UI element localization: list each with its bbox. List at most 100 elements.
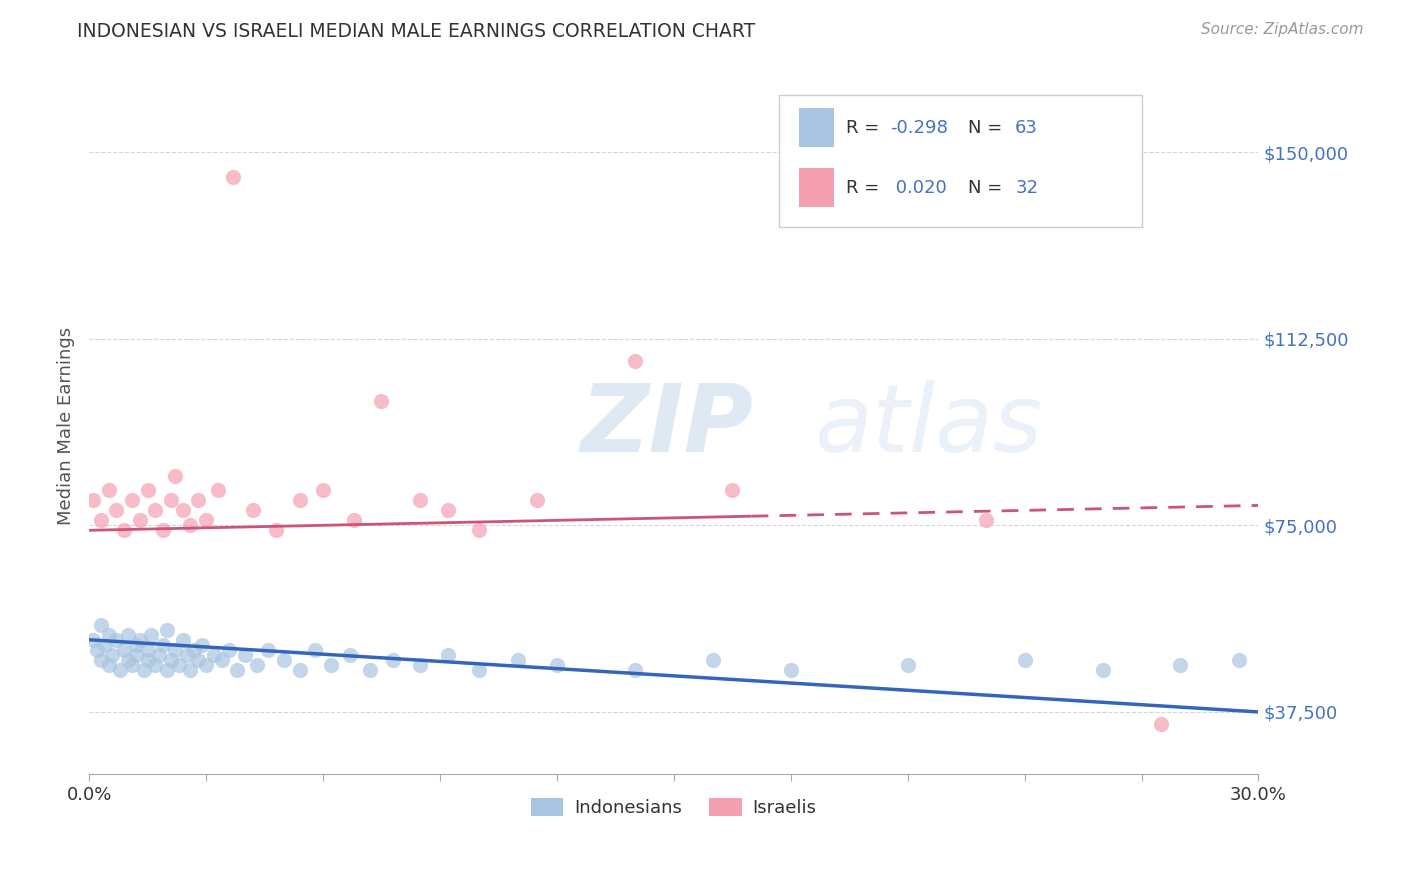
Point bbox=[257, 642, 280, 657]
Point bbox=[1014, 653, 1036, 667]
Point bbox=[218, 642, 240, 657]
Point bbox=[1150, 717, 1173, 731]
Bar bbox=[799, 169, 834, 207]
Text: N =: N = bbox=[969, 119, 1008, 136]
Text: atlas: atlas bbox=[814, 380, 1042, 471]
Point bbox=[409, 493, 432, 508]
Legend: Indonesians, Israelis: Indonesians, Israelis bbox=[523, 790, 824, 824]
Point bbox=[897, 657, 920, 672]
Point bbox=[546, 657, 568, 672]
Point bbox=[191, 638, 214, 652]
Point bbox=[176, 648, 198, 662]
Point bbox=[1091, 663, 1114, 677]
Point bbox=[117, 628, 139, 642]
Point bbox=[82, 493, 104, 508]
Text: 32: 32 bbox=[1015, 178, 1038, 196]
Y-axis label: Median Male Earnings: Median Male Earnings bbox=[58, 326, 75, 524]
Point bbox=[136, 653, 159, 667]
Point bbox=[226, 663, 249, 677]
Point bbox=[721, 483, 744, 498]
Point bbox=[141, 628, 163, 642]
Point bbox=[160, 653, 183, 667]
Point bbox=[359, 663, 381, 677]
Point bbox=[167, 657, 190, 672]
Point bbox=[82, 632, 104, 647]
Point bbox=[90, 617, 112, 632]
Point bbox=[97, 483, 120, 498]
Point bbox=[97, 657, 120, 672]
Point bbox=[222, 169, 245, 184]
Point bbox=[319, 657, 342, 672]
Point bbox=[409, 657, 432, 672]
Point bbox=[110, 663, 132, 677]
Point bbox=[207, 483, 229, 498]
Point bbox=[370, 393, 392, 408]
Point bbox=[343, 513, 366, 527]
Point bbox=[436, 503, 458, 517]
Point bbox=[526, 493, 548, 508]
Point bbox=[468, 663, 491, 677]
Point bbox=[132, 663, 155, 677]
Point bbox=[183, 642, 205, 657]
Point bbox=[90, 513, 112, 527]
Point bbox=[93, 638, 115, 652]
Point bbox=[172, 503, 194, 517]
Point bbox=[125, 648, 148, 662]
Text: R =: R = bbox=[845, 178, 884, 196]
Text: INDONESIAN VS ISRAELI MEDIAN MALE EARNINGS CORRELATION CHART: INDONESIAN VS ISRAELI MEDIAN MALE EARNIN… bbox=[77, 22, 755, 41]
Point bbox=[148, 648, 170, 662]
Point bbox=[779, 663, 801, 677]
Point bbox=[623, 663, 645, 677]
Point bbox=[623, 354, 645, 368]
Point bbox=[179, 663, 201, 677]
Point bbox=[264, 523, 287, 537]
Point bbox=[90, 653, 112, 667]
Point bbox=[156, 663, 179, 677]
Point bbox=[128, 632, 150, 647]
Point bbox=[121, 493, 143, 508]
Point bbox=[128, 513, 150, 527]
Point bbox=[105, 503, 128, 517]
Point bbox=[195, 513, 218, 527]
Point bbox=[974, 513, 997, 527]
Point bbox=[288, 663, 311, 677]
Point bbox=[506, 653, 529, 667]
Point bbox=[273, 653, 295, 667]
Text: 63: 63 bbox=[1015, 119, 1038, 136]
Point bbox=[233, 648, 256, 662]
Point bbox=[136, 483, 159, 498]
Point bbox=[121, 657, 143, 672]
Point bbox=[152, 638, 174, 652]
Text: Source: ZipAtlas.com: Source: ZipAtlas.com bbox=[1201, 22, 1364, 37]
FancyBboxPatch shape bbox=[779, 95, 1142, 227]
Point bbox=[163, 468, 186, 483]
Point bbox=[187, 493, 209, 508]
Point bbox=[339, 648, 361, 662]
Point bbox=[312, 483, 335, 498]
Point bbox=[143, 657, 166, 672]
Point bbox=[117, 653, 139, 667]
Point bbox=[211, 653, 233, 667]
Text: -0.298: -0.298 bbox=[890, 119, 948, 136]
Point bbox=[143, 503, 166, 517]
Point bbox=[304, 642, 326, 657]
Point bbox=[202, 648, 225, 662]
Point bbox=[179, 518, 201, 533]
Point bbox=[156, 623, 179, 637]
Point bbox=[125, 638, 148, 652]
Point bbox=[1227, 653, 1250, 667]
Point bbox=[152, 523, 174, 537]
Point bbox=[195, 657, 218, 672]
Point bbox=[246, 657, 269, 672]
Point bbox=[163, 642, 186, 657]
Point bbox=[468, 523, 491, 537]
Point bbox=[187, 653, 209, 667]
Point bbox=[86, 642, 108, 657]
Point bbox=[112, 642, 135, 657]
Point bbox=[288, 493, 311, 508]
Point bbox=[136, 642, 159, 657]
Point bbox=[101, 648, 124, 662]
Point bbox=[436, 648, 458, 662]
Point bbox=[702, 653, 724, 667]
Text: ZIP: ZIP bbox=[581, 380, 754, 472]
